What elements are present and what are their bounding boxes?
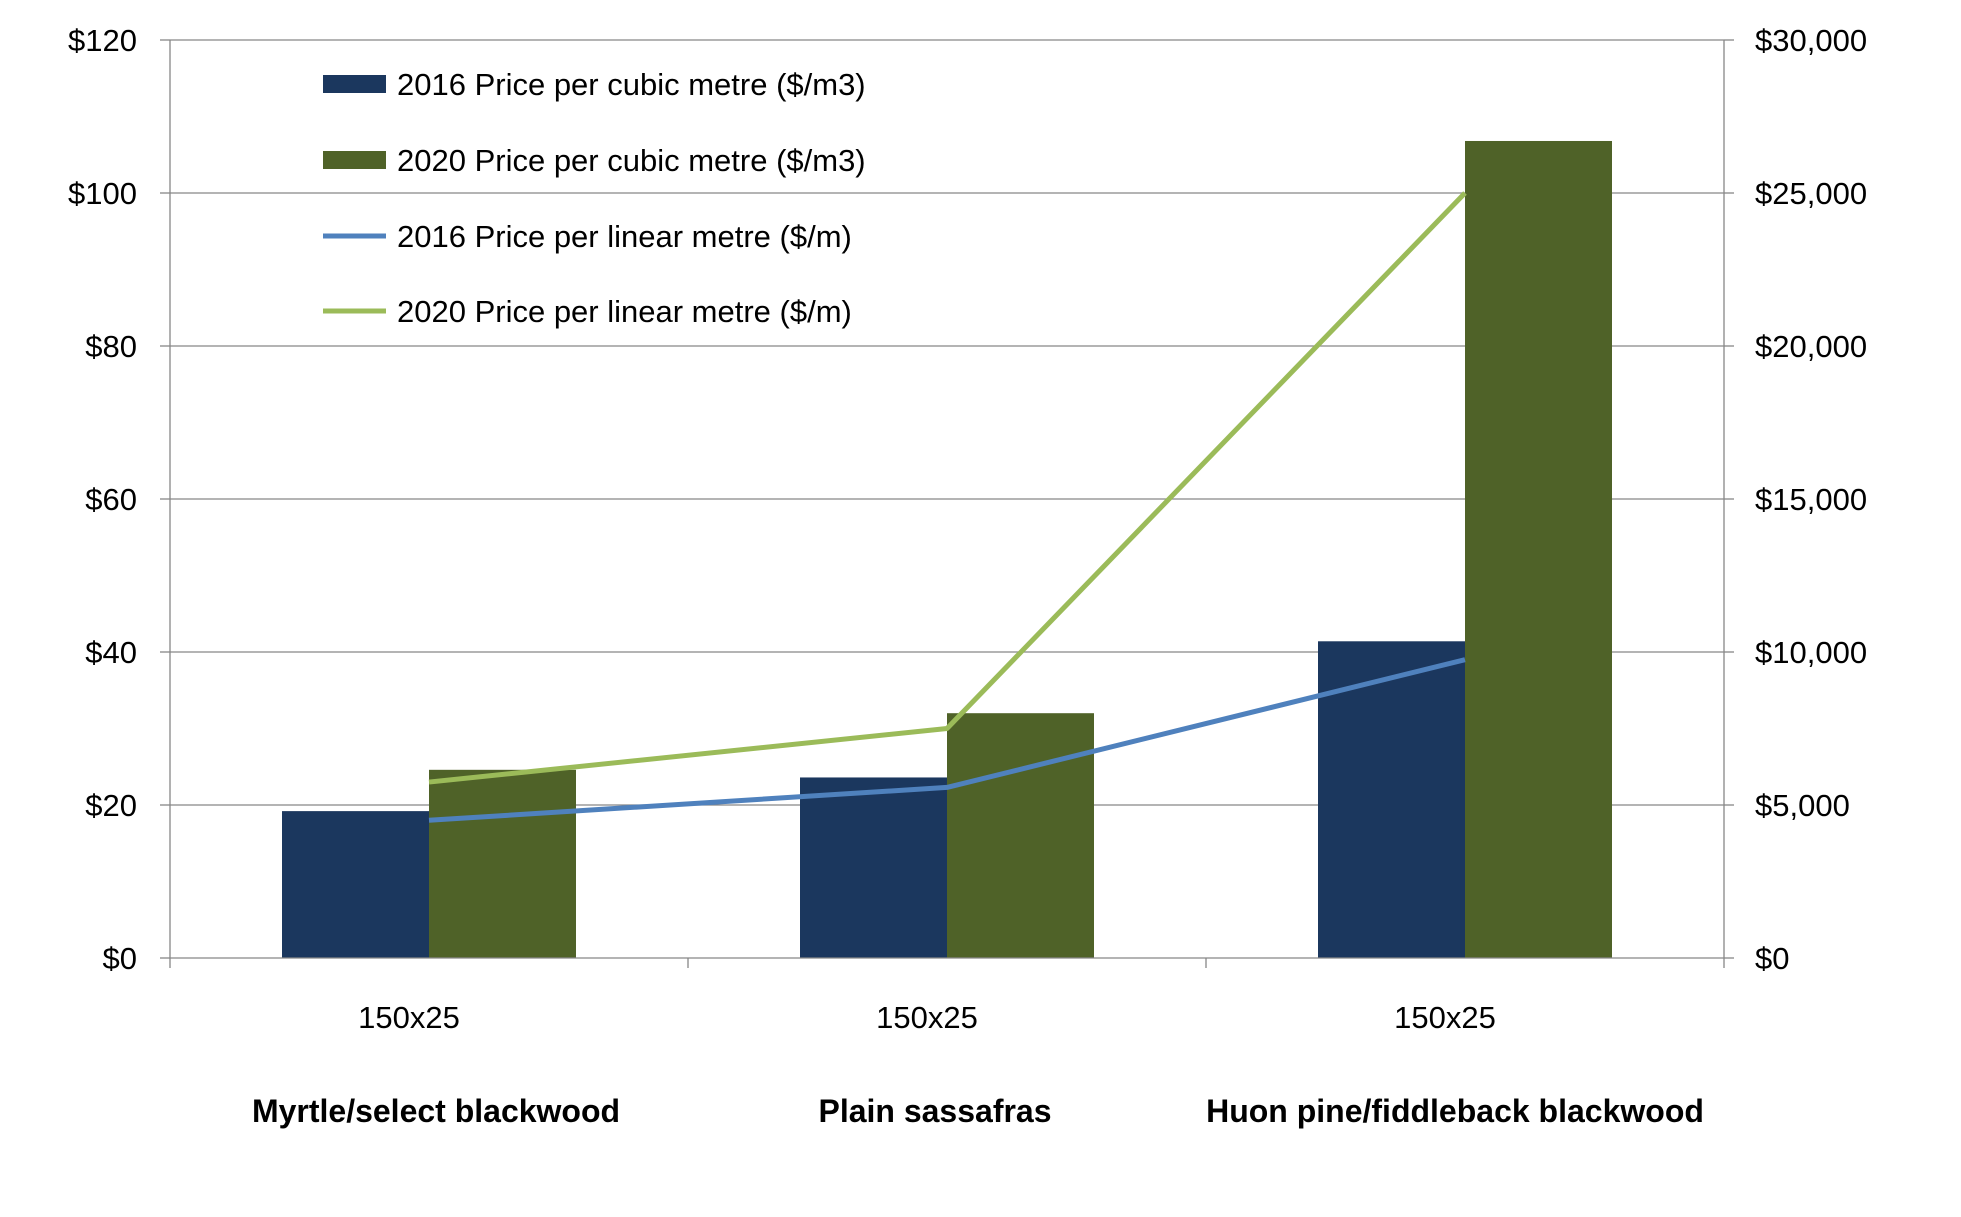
right-tick-label: $10,000 [1755,635,1867,670]
bar [1465,140,1612,959]
legend-label: 2020 Price per cubic metre ($/m3) [397,143,866,178]
category-name-label: Plain sassafras [818,1093,1051,1129]
right-tick-label: $30,000 [1755,23,1867,58]
legend-swatch [323,151,386,169]
bar [1318,641,1465,958]
right-tick-label: $25,000 [1755,176,1867,211]
legend: 2016 Price per cubic metre ($/m3) 2020 Pr… [323,67,866,329]
legend-label: 2020 Price per linear metre ($/m) [397,294,852,329]
series-lines [428,191,1467,823]
axes [160,39,1734,968]
right-tick-label: $0 [1755,941,1789,976]
category-name-label: Huon pine/fiddleback blackwood [1206,1093,1704,1129]
legend-label: 2016 Price per cubic metre ($/m3) [397,67,866,102]
category-size-label: 150x25 [1394,1000,1496,1035]
right-tick-label: $15,000 [1755,482,1867,517]
left-tick-label: $60 [85,482,137,517]
bars [282,140,1612,959]
bar [800,777,947,958]
left-tick-label: $40 [85,635,137,670]
left-tick-label: $80 [85,329,137,364]
left-tick-label: $120 [68,23,137,58]
category-labels: 150x25 Myrtle/select blackwood 150x25 Plain… [252,1000,1704,1129]
legend-swatch [323,75,386,93]
right-tick-label: $20,000 [1755,329,1867,364]
left-tick-label: $20 [85,788,137,823]
left-tick-label: $0 [103,941,137,976]
right-tick-label: $5,000 [1755,788,1850,823]
series-line [428,657,1466,823]
legend-label: 2016 Price per linear metre ($/m) [397,219,852,254]
category-name-label: Myrtle/select blackwood [252,1093,620,1129]
tick-labels: $0 $20 $40 $60 $80 $100 $120 $0 $5,000 $10,000 $15… [68,23,1867,976]
left-tick-label: $100 [68,176,137,211]
category-size-label: 150x25 [358,1000,460,1035]
bar [282,811,429,958]
bar [429,769,576,958]
category-size-label: 150x25 [876,1000,978,1035]
series-line [428,191,1467,785]
bar [947,713,1094,958]
